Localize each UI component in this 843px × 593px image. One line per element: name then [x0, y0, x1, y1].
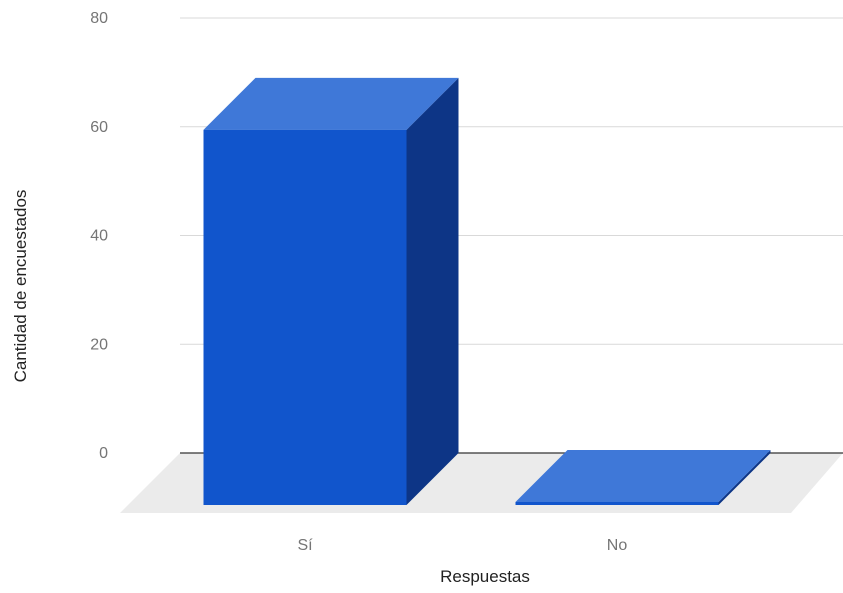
- bar-side-face: [406, 77, 459, 505]
- bar-top-face: [203, 77, 459, 130]
- bar-1: [203, 77, 459, 505]
- y-tick-label: 60: [90, 119, 108, 136]
- bar-side-face: [718, 450, 771, 505]
- bar-front-face: [515, 502, 719, 505]
- x-axis-title: Respuestas: [440, 567, 530, 586]
- bar-front-face: [203, 129, 407, 505]
- x-tick-label: Sí: [297, 537, 313, 554]
- bar-top-face: [515, 450, 771, 502]
- y-tick-label: 0: [99, 445, 108, 462]
- x-tick-label: No: [607, 537, 628, 554]
- bars: [203, 77, 771, 505]
- y-axis-title: Cantidad de encuestados: [11, 190, 30, 383]
- bar-2: [515, 450, 771, 505]
- y-axis-ticks: 0 20 40 60 80: [90, 10, 108, 462]
- x-axis-ticks: Sí No: [297, 537, 627, 554]
- y-tick-label: 20: [90, 336, 108, 353]
- y-tick-label: 80: [90, 10, 108, 27]
- y-tick-label: 40: [90, 228, 108, 245]
